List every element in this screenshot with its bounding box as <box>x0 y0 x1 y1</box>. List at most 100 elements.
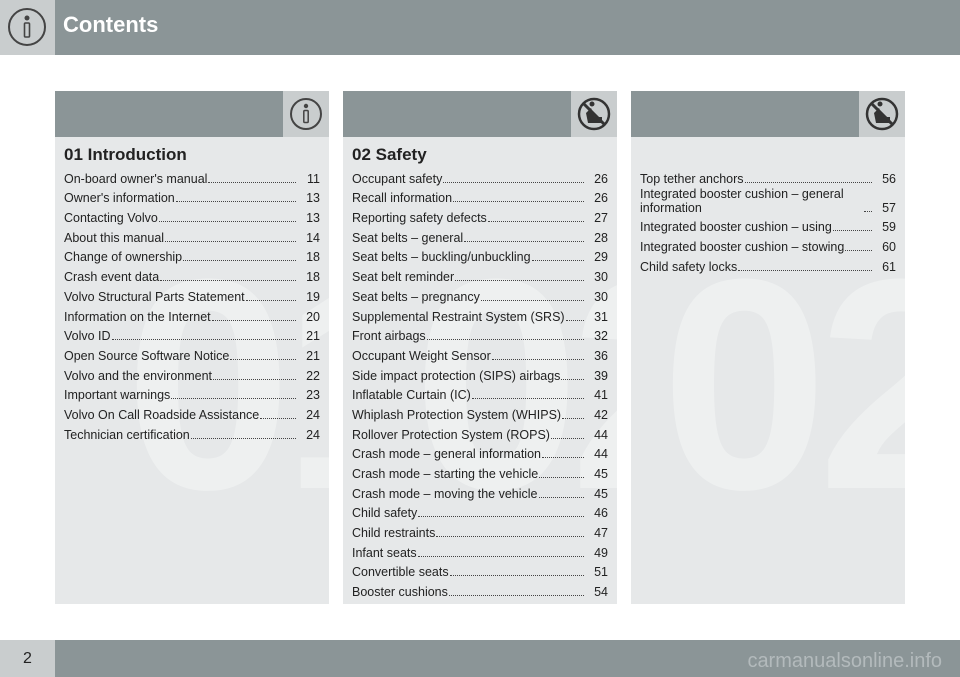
entry-page: 57 <box>882 200 896 215</box>
entry-title: Recall information <box>352 191 453 206</box>
entry-title: Integrated booster cushion – using <box>640 220 832 235</box>
entry-page: 60 <box>882 240 896 255</box>
dot-leader <box>426 339 584 341</box>
entry-title: Change of ownership <box>64 250 183 265</box>
dot-leader <box>480 299 584 301</box>
toc-entry: Convertible seats 51 <box>352 560 608 579</box>
dot-leader <box>449 575 584 577</box>
toc-entry: Supplemental Restraint System (SRS) 31 <box>352 304 608 324</box>
entry-title: Crash mode – starting the vehicle <box>352 467 539 481</box>
toc-entry: Volvo and the environment 22 <box>64 363 320 383</box>
entry-title: Information on the Internet <box>64 309 211 324</box>
entry-title: Supplemental Restraint System (SRS) <box>352 309 565 324</box>
section-icon <box>577 97 611 131</box>
entry-title: Reporting safety defects <box>352 211 487 226</box>
entry-page: 24 <box>306 427 320 442</box>
entry-page: 44 <box>594 427 608 442</box>
entry-page: 45 <box>594 467 608 481</box>
section-watermark-number: 02 <box>413 216 617 552</box>
toc-entry: About this manual 14 <box>64 225 320 245</box>
dot-leader <box>160 280 296 282</box>
footer-page-box: 2 <box>0 640 55 677</box>
toc-entry: Side impact protection (SIPS) airbags 39 <box>352 363 608 383</box>
toc-entry: Top tether anchors 56 <box>640 166 896 186</box>
section-watermark-number: 01 <box>125 216 329 552</box>
toc-entry: Important warnings 23 <box>64 383 320 402</box>
entry-page: 30 <box>594 289 608 304</box>
entry-page: 36 <box>594 348 608 363</box>
dot-leader <box>190 437 296 439</box>
toc-entry: On-board owner's manual 11 <box>64 166 320 186</box>
section-header-bar <box>343 91 617 137</box>
entry-page: 20 <box>306 309 320 324</box>
section-header-bar <box>631 91 905 137</box>
toc-entry: Integrated booster cushion – using 59 <box>640 215 896 235</box>
toc-entry: Change of ownership 18 <box>64 245 320 265</box>
dot-leader <box>565 319 584 321</box>
toc-entry: Infant seats 49 <box>352 540 608 560</box>
entry-title: Whiplash Protection System (WHIPS) <box>352 407 562 422</box>
entry-title: Seat belts – pregnancy <box>352 289 480 304</box>
entry-page: 59 <box>882 220 896 235</box>
entry-title: Inflatable Curtain (IC) <box>352 388 471 403</box>
entry-title: Technician certification <box>64 427 190 442</box>
entry-title: Front airbags <box>352 329 426 344</box>
dot-leader <box>448 595 584 597</box>
dot-leader <box>175 201 296 203</box>
toc-entry: Seat belts – general 28 <box>352 225 608 245</box>
entry-title: Volvo On Call Roadside Assistance <box>64 407 260 422</box>
dot-leader <box>453 201 584 203</box>
entry-page: 18 <box>306 270 320 285</box>
entry-page: 44 <box>594 447 608 462</box>
entry-title: On-board owner's manual <box>64 171 208 186</box>
page-title: Contents <box>63 12 159 37</box>
toc-list: Occupant safety 26 Recall information 26 Rep… <box>352 166 608 604</box>
dot-leader <box>111 339 296 341</box>
dot-leader <box>738 269 872 271</box>
entry-title: Open Source Software Notice <box>64 348 230 363</box>
dot-leader <box>171 398 296 400</box>
entry-title: Crash mode – moving the vehicle <box>352 486 538 501</box>
toc-entry: Front airbags 32 <box>352 324 608 344</box>
toc-entry: Recall information 26 <box>352 186 608 206</box>
entry-page: 24 <box>306 407 320 422</box>
entry-title: Volvo Structural Parts Statement <box>64 289 245 304</box>
dot-leader <box>744 181 872 183</box>
toc-entry: Owner's information 13 <box>64 186 320 206</box>
toc-entry: Reporting safety defects 27 <box>352 205 608 225</box>
entry-title: Occupant Weight Sensor <box>352 348 491 363</box>
entry-title: Rollover Protection System (ROPS) <box>352 427 550 442</box>
entry-page: 42 <box>594 407 608 422</box>
entry-page: 13 <box>306 211 320 226</box>
entry-page: 21 <box>306 348 320 363</box>
dot-leader <box>260 417 296 419</box>
toc-entry: Child safety locks 61 <box>640 254 896 274</box>
section-icon-box <box>283 91 329 137</box>
dot-leader <box>550 437 584 439</box>
toc-entry: Information on the Internet 20 <box>64 304 320 324</box>
section-column: 02 Top tether anchors 56 Integrated booster… <box>631 91 905 604</box>
entry-page: 13 <box>306 191 320 206</box>
entry-page: 14 <box>306 230 320 245</box>
dot-leader <box>561 378 584 380</box>
entry-page: 30 <box>594 270 608 285</box>
dot-leader <box>443 181 584 183</box>
entry-page: 11 <box>307 171 320 186</box>
entry-title: Side impact protection (SIPS) airbags <box>352 368 561 383</box>
toc-entry: Child restraints 47 <box>352 520 608 540</box>
section-icon-box <box>571 91 617 137</box>
toc-entry: Technician certification 24 <box>64 422 320 442</box>
toc-entry: Integrated booster cushion – stowing 60 <box>640 234 896 254</box>
toc-entry: Crash mode – moving the vehicle 45 <box>352 481 608 501</box>
dot-leader <box>183 260 296 262</box>
entry-title: Seat belts – general <box>352 230 464 245</box>
toc-entry: Whiplash Protection System (WHIPS) 42 <box>352 402 608 422</box>
entry-page: 45 <box>594 486 608 501</box>
dot-leader <box>436 536 584 538</box>
toc-entry: Volvo Structural Parts Statement 19 <box>64 284 320 304</box>
header-bar: Contents <box>0 0 960 55</box>
header-icon-box <box>0 0 55 55</box>
section-header-bar <box>55 91 329 137</box>
